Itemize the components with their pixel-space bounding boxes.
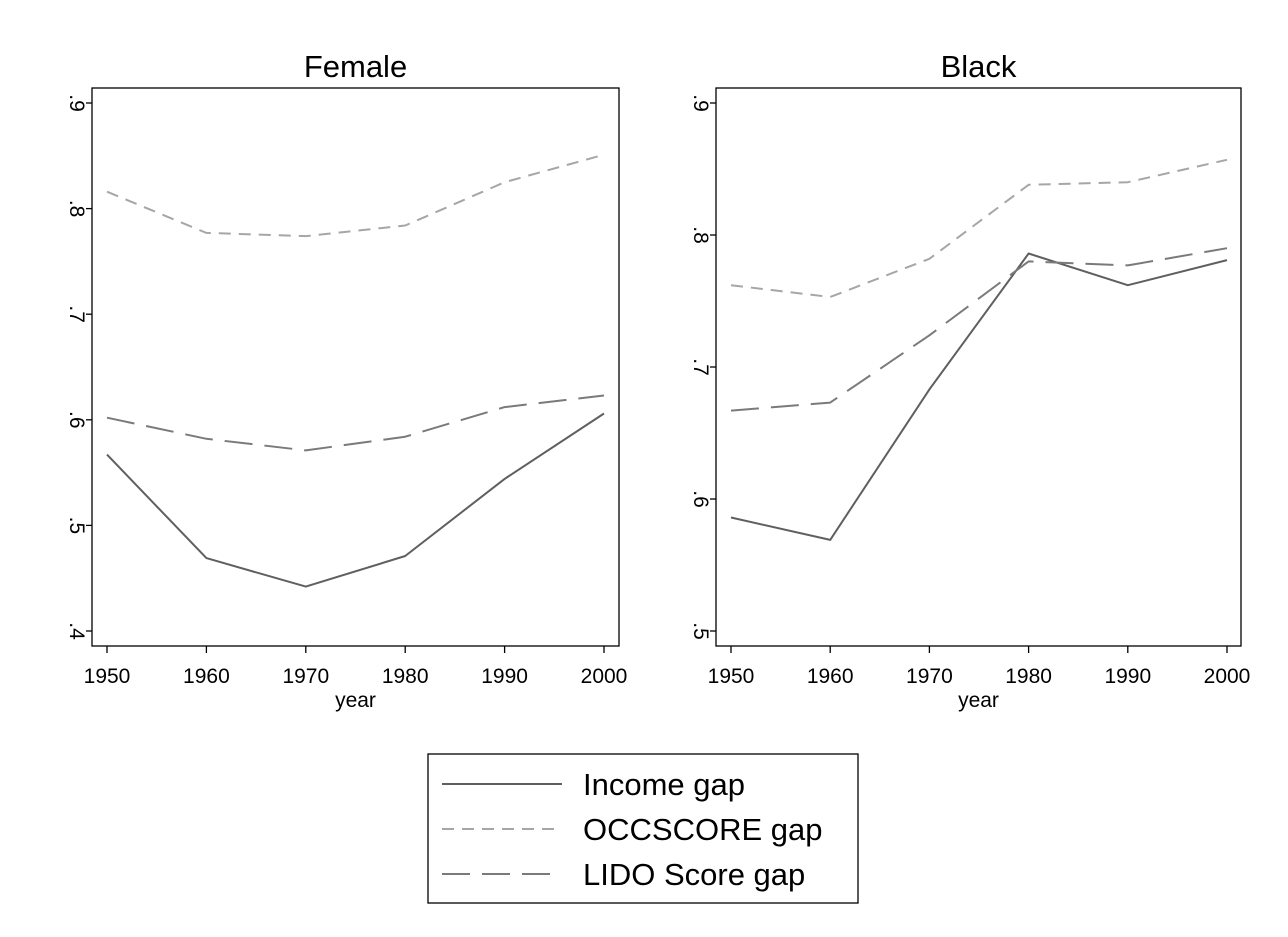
x-tick-label: 1960 — [807, 665, 854, 688]
y-tick-label: .6 — [65, 411, 88, 429]
y-tick-label: .8 — [689, 226, 712, 244]
x-tick-label: 2000 — [581, 665, 628, 688]
x-tick-label: 1980 — [1005, 665, 1052, 688]
x-axis-label: year — [958, 689, 999, 712]
x-axis-label: year — [335, 689, 376, 712]
panel-female: Female .4 .5 .6 .7 .8 .9 1950 1960 1970 1980 1990 20… — [65, 49, 627, 712]
y-tick-label: .8 — [65, 200, 88, 218]
x-tick-label: 1960 — [183, 665, 230, 688]
x-tick-label: 1950 — [708, 665, 755, 688]
x-tick-label: 1990 — [481, 665, 528, 688]
x-tick-label: 1970 — [906, 665, 953, 688]
panel-title: Black — [941, 49, 1017, 84]
y-tick-label: .5 — [65, 517, 88, 535]
y-tick-label: .4 — [65, 622, 88, 640]
y-tick-label: .7 — [65, 305, 88, 323]
chart-panels: Female .4 .5 .6 .7 .8 .9 1950 1960 1970 1980 1990 20… — [65, 49, 1250, 712]
legend-label: OCCSCORE gap — [583, 812, 822, 847]
legend-label: Income gap — [583, 767, 745, 802]
series-line-income-gap — [106, 412, 605, 588]
legend-item-lido-score-gap: LIDO Score gap — [442, 857, 805, 892]
y-tick-label: .9 — [65, 94, 88, 112]
x-tick-label: 1950 — [84, 665, 131, 688]
x-tick-label: 1970 — [282, 665, 329, 688]
x-tick-label: 1980 — [382, 665, 429, 688]
x-tick-label: 1990 — [1104, 665, 1151, 688]
y-tick-label: .5 — [689, 622, 712, 640]
plot-frame — [715, 87, 1242, 647]
panel-black: Black .5 .6 .7 .8 .9 1950 1960 1970 1980 1990 2000 y… — [689, 49, 1250, 712]
series-line-lido-score-gap — [106, 394, 605, 452]
series-line-occscore-gap — [106, 153, 605, 238]
chart-legend: Income gap OCCSCORE gap LIDO Score gap — [427, 753, 859, 904]
legend-item-occscore-gap: OCCSCORE gap — [442, 812, 822, 847]
series-line-income-gap — [730, 252, 1228, 541]
y-tick-label: .6 — [689, 490, 712, 508]
series-line-occscore-gap — [730, 158, 1228, 298]
plot-frame — [91, 87, 620, 647]
panel-title: Female — [304, 49, 407, 84]
legend-box — [427, 753, 859, 904]
y-tick-label: .9 — [689, 94, 712, 112]
legend-label: LIDO Score gap — [583, 857, 805, 892]
legend-item-income-gap: Income gap — [442, 767, 745, 802]
series-line-lido-score-gap — [730, 247, 1228, 412]
y-tick-label: .7 — [689, 358, 712, 376]
x-tick-label: 2000 — [1204, 665, 1251, 688]
